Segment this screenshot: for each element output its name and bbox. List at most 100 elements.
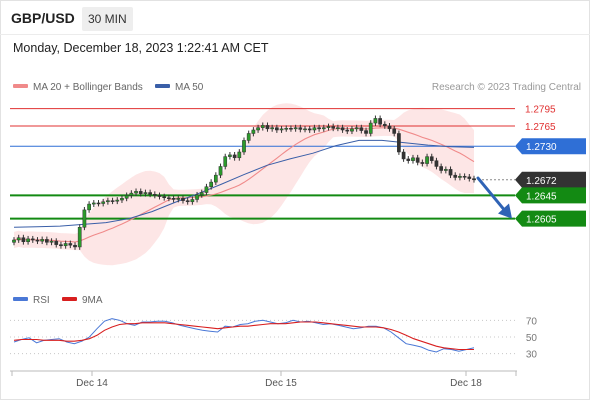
candle [190,199,195,203]
candle [167,197,171,199]
candle [199,192,204,196]
candle [364,130,368,134]
candle [138,191,143,194]
candle [120,198,124,201]
candle [49,240,54,243]
candle [251,129,256,134]
level-label-last: 1.2672 [526,176,557,187]
x-tick-label: Dec 18 [450,378,482,389]
candle [467,176,472,179]
candle [26,238,30,242]
ma20-line [13,127,475,243]
candle [279,128,284,131]
level-labels-layer: 1.2795 1.2765 1.2730 1.2672 1.2645 1.2605 [515,105,586,227]
candle [373,118,378,124]
candle [77,227,82,248]
candle [321,127,326,130]
candle [176,198,181,200]
legend-rsi: RSI [13,295,50,306]
legend-ma50-swatch [155,84,170,88]
legend-ma20-swatch [13,84,28,88]
legend-ma20: MA 20 + Bollinger Bands [13,82,143,93]
legend-ma50: MA 50 [155,82,204,93]
forecast-arrow-shaft [476,176,506,212]
level-tag-last [515,171,586,188]
level-label-support: 1.2605 [526,215,557,226]
candle [260,125,265,128]
candle [134,191,138,194]
datetime-label: Monday, December 18, 2023 1:22:41 AM CET [13,41,269,55]
candle [303,128,307,131]
candle [307,128,312,131]
candle [378,118,382,125]
candle [237,151,242,159]
candle [40,239,45,242]
candle [115,199,120,202]
candle [110,200,115,202]
candle [425,156,429,164]
candle [293,127,298,130]
candle [101,201,106,204]
candle [228,154,232,157]
candle [336,127,340,129]
candle [21,237,26,242]
candle [162,196,167,198]
candle [82,209,87,228]
candle [392,128,397,134]
level-tag-support [515,210,586,227]
bollinger-band-area [14,103,474,266]
level-label-support: 1.2645 [526,191,557,202]
candle [298,127,303,130]
x-axis: Dec 14 Dec 15 Dec 18 [10,370,517,389]
candle [143,192,148,194]
candle [124,195,129,199]
candle [406,158,411,161]
level-tag-pivot [515,138,586,155]
candle [462,176,467,178]
candle [326,126,331,128]
symbol-title: GBP/USD [11,10,75,26]
timeframe-button[interactable]: 30 MIN [82,7,133,31]
candle [63,243,68,247]
candle [415,157,420,163]
legend-ma50-label: MA 50 [175,82,204,93]
candle [185,200,190,203]
candle [242,140,246,153]
legend-ma20-label: MA 20 + Bollinger Bands [33,82,143,93]
level-label-resistance: 1.2795 [525,105,556,116]
candle [152,194,157,196]
rsi-line [13,318,475,353]
candle [317,127,321,130]
legend-rsi-swatch [13,297,28,301]
candle [91,202,96,205]
rsi-tick-label: 30 [526,350,538,361]
candle [246,133,251,141]
candle [209,181,213,187]
candle [73,244,77,248]
candle [345,129,350,132]
rsi-layer [13,318,475,353]
candle [368,122,373,134]
candle [223,156,228,167]
candle [387,125,392,130]
arrow-layer [476,176,512,219]
candle [275,127,279,131]
level-tag-support [515,187,586,204]
candle [30,238,35,241]
candle [87,203,91,211]
candle [443,169,448,171]
bollinger-band-layer [14,103,474,266]
candle [340,127,345,131]
rsi-tick-label: 70 [526,316,538,327]
candle [157,195,162,197]
forecast-arrow-head [498,203,512,219]
legend-9ma-label: 9MA [82,295,103,306]
candle [453,174,458,178]
candle [472,178,476,181]
candle [218,166,223,176]
rsi-tick-label: 50 [526,333,538,344]
candle [350,128,354,132]
candle [439,166,443,171]
candle [448,169,453,176]
candle [213,174,218,183]
